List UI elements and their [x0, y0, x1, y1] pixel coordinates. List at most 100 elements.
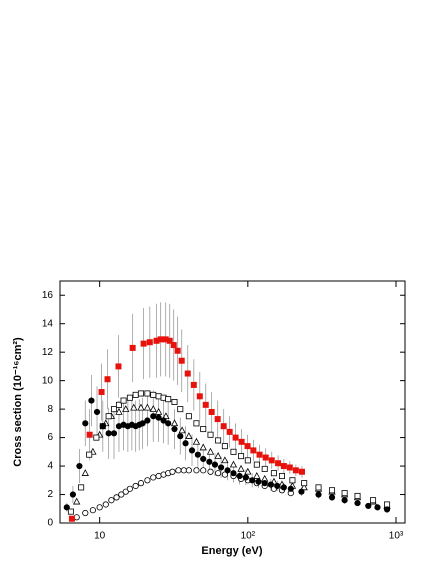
y-tick-label: 10 [42, 375, 54, 386]
point [132, 391, 139, 398]
point [132, 482, 139, 490]
y-tick-label: 12 [42, 347, 54, 358]
x-tick-label: 10³ [389, 531, 404, 542]
point [122, 405, 130, 412]
point [171, 398, 178, 405]
y-tick-label: 6 [47, 432, 53, 443]
point [69, 491, 77, 498]
point [144, 390, 151, 397]
point [165, 396, 172, 403]
point [261, 480, 268, 487]
point [157, 336, 164, 343]
x-tick-label: 10 [94, 531, 106, 542]
point [86, 431, 93, 438]
point [144, 417, 151, 424]
point [166, 337, 173, 344]
point [224, 467, 231, 474]
point [111, 406, 118, 413]
point [244, 457, 251, 464]
point [278, 473, 285, 480]
point [182, 440, 189, 447]
point [370, 497, 377, 504]
point [384, 501, 391, 508]
point [150, 474, 157, 481]
point [110, 430, 118, 437]
point [200, 426, 207, 433]
y-axis-title: Cross section (10⁻¹⁶cm²) [12, 337, 24, 467]
point [105, 413, 112, 420]
point [206, 458, 213, 465]
point [178, 426, 186, 434]
point [286, 464, 293, 471]
point [244, 443, 251, 450]
point [86, 451, 93, 458]
point [175, 467, 182, 474]
point [230, 448, 237, 455]
point [242, 474, 249, 481]
point [253, 461, 260, 468]
point [126, 485, 133, 492]
point [237, 464, 245, 472]
point [73, 497, 81, 505]
point [275, 460, 282, 467]
point [211, 461, 219, 468]
y-tick-label: 2 [47, 489, 53, 500]
point [250, 447, 257, 454]
point [280, 484, 287, 491]
point [118, 491, 125, 498]
point [88, 397, 95, 404]
point [208, 408, 215, 415]
point [354, 492, 361, 499]
point [315, 491, 322, 498]
point [341, 490, 348, 497]
point [289, 477, 296, 484]
point [214, 470, 222, 477]
point [298, 468, 305, 475]
point [78, 484, 85, 491]
point [274, 482, 281, 490]
point [144, 477, 151, 484]
point [200, 455, 207, 463]
point [287, 485, 294, 492]
point [180, 467, 187, 474]
point [143, 403, 152, 411]
plot-frame [59, 280, 406, 524]
point [81, 469, 89, 476]
point [193, 467, 200, 474]
y-tick-label: 16 [42, 290, 54, 301]
point [292, 467, 299, 474]
point [193, 420, 200, 427]
point [383, 506, 391, 513]
point [96, 504, 103, 511]
point [137, 480, 145, 487]
point [137, 403, 145, 411]
point [238, 453, 245, 460]
point [155, 393, 162, 400]
point [270, 470, 277, 477]
point [217, 464, 225, 471]
point [207, 468, 214, 475]
point [226, 428, 233, 435]
point [115, 363, 122, 370]
point [140, 340, 147, 347]
point [68, 515, 75, 522]
point [137, 390, 144, 397]
point [301, 480, 308, 487]
point [185, 413, 192, 420]
x-tick-label: 10² [241, 531, 256, 542]
point [202, 401, 209, 408]
markers [63, 336, 391, 522]
point [93, 434, 100, 441]
point [63, 504, 70, 511]
point [177, 433, 184, 440]
point [207, 431, 214, 438]
point [150, 413, 157, 420]
point [188, 447, 196, 454]
point [194, 451, 201, 458]
point [98, 389, 105, 396]
point [255, 478, 262, 485]
point [354, 499, 361, 507]
point [249, 477, 256, 484]
point [267, 481, 274, 488]
